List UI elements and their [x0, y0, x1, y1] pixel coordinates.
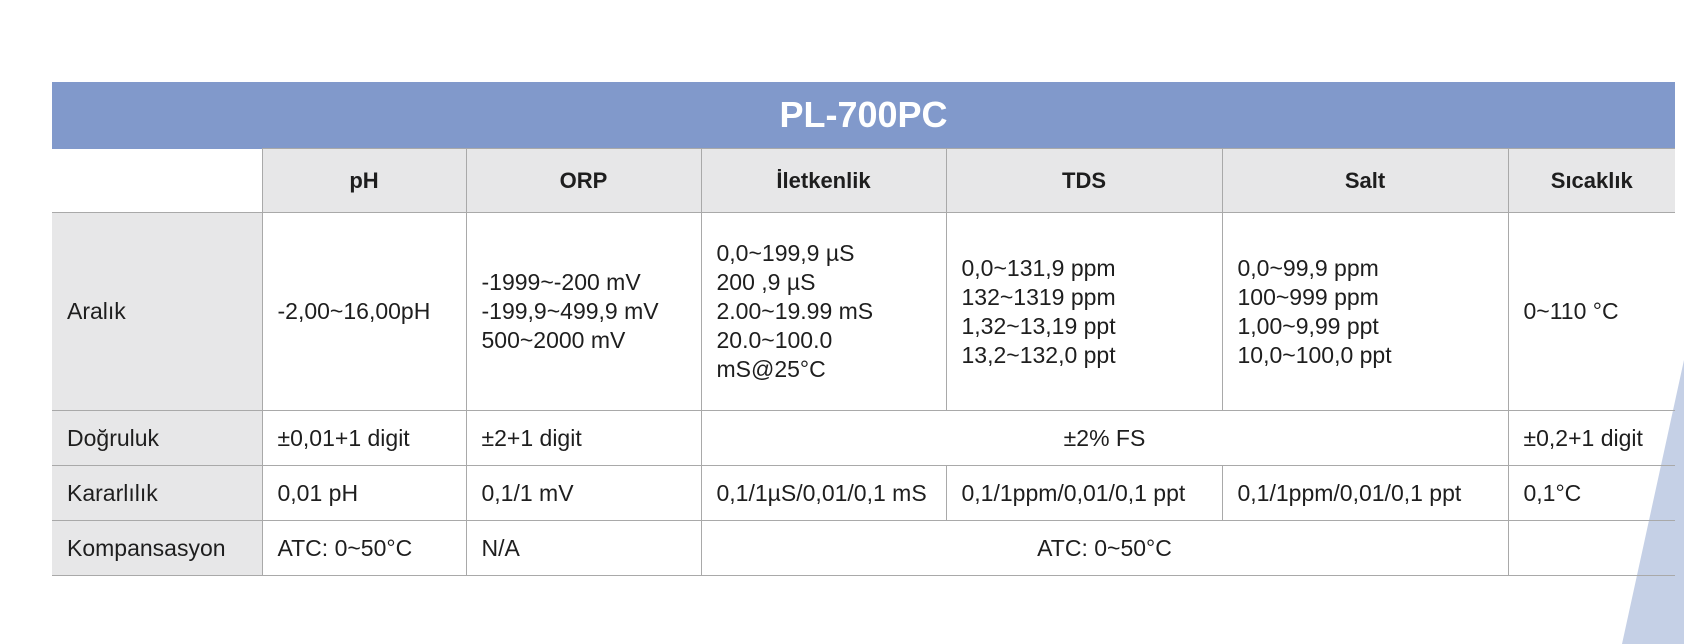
- cell: 0,01 pH: [261, 465, 467, 521]
- cell-line: 20.0~100.0: [716, 327, 833, 353]
- cell-line: 0~110 °C: [1523, 298, 1619, 324]
- cell-line: -2,00~16,00pH: [277, 298, 431, 324]
- row-label: Kararlılık: [52, 465, 263, 521]
- column-header: TDS: [945, 148, 1223, 213]
- cell: 0,1/1ppm/0,01/0,1 ppt: [945, 465, 1223, 521]
- cell: 0,0~99,9 ppm 100~999 ppm 1,00~9,99 ppt 10,0…: [1221, 212, 1509, 411]
- cell: ±2% FS: [700, 410, 1509, 466]
- spec-table: PL-700PC pH ORP İletkenlik TDS Salt Sıcaklık …: [52, 82, 1675, 576]
- cell: ATC: 0~50°C: [700, 520, 1509, 576]
- cell-line: 1,32~13,19 ppt: [961, 312, 1116, 339]
- column-header: İletkenlik: [700, 148, 947, 213]
- cell-line: 13,2~132,0 ppt: [961, 341, 1116, 368]
- cell-line: 1,00~9,99 ppt: [1237, 312, 1379, 339]
- corner-cell: [52, 148, 263, 213]
- cell-line: 10,0~100,0 ppt: [1237, 341, 1392, 368]
- cell: 0,1/1µS/0,01/0,1 mS: [700, 465, 947, 521]
- row-label: Aralık: [52, 212, 263, 411]
- cell: 0,1/1ppm/0,01/0,1 ppt: [1221, 465, 1509, 521]
- cell-line: 0,0~131,9 ppm: [961, 254, 1116, 281]
- column-header: Sıcaklık: [1507, 148, 1675, 213]
- cell: -2,00~16,00pH: [261, 212, 467, 411]
- row-label: Kompansasyon: [52, 520, 263, 576]
- cell-line: -1999~-200 mV: [481, 269, 641, 295]
- cell-line: 132~1319 ppm: [961, 283, 1116, 310]
- cell: 0,0~199,9 µS 200 ,9 µS 2.00~19.99 mS 20.0~1…: [700, 212, 947, 411]
- row-label: Doğruluk: [52, 410, 263, 466]
- cell: -1999~-200 mV -199,9~499,9 mV 500~2000 mV: [465, 212, 702, 411]
- cell-line: 2.00~19.99 mS: [716, 298, 874, 324]
- cell-line: mS@25°C: [716, 356, 826, 382]
- table-title: PL-700PC: [52, 82, 1675, 149]
- column-header: Salt: [1221, 148, 1509, 213]
- cell: 0,1/1 mV: [465, 465, 702, 521]
- cell: 0~110 °C: [1507, 212, 1675, 411]
- cell: ±0,2+1 digit: [1507, 410, 1675, 466]
- cell-line: 100~999 ppm: [1237, 283, 1379, 310]
- cell-line: 0,0~99,9 ppm: [1237, 254, 1379, 281]
- empty-cell: [1507, 520, 1675, 576]
- cell: ATC: 0~50°C: [261, 520, 467, 576]
- column-header: pH: [261, 148, 467, 213]
- cell: N/A: [465, 520, 702, 576]
- cell: 0,0~131,9 ppm 132~1319 ppm 1,32~13,19 ppt 1…: [945, 212, 1223, 411]
- cell-line: 500~2000 mV: [481, 327, 626, 353]
- cell: ±0,01+1 digit: [261, 410, 467, 466]
- cell-line: 0,0~199,9 µS: [716, 240, 855, 266]
- column-header: ORP: [465, 148, 702, 213]
- cell: ±2+1 digit: [465, 410, 702, 466]
- cell: 0,1°C: [1507, 465, 1675, 521]
- cell-line: 200 ,9 µS: [716, 269, 816, 295]
- cell-line: -199,9~499,9 mV: [481, 298, 659, 324]
